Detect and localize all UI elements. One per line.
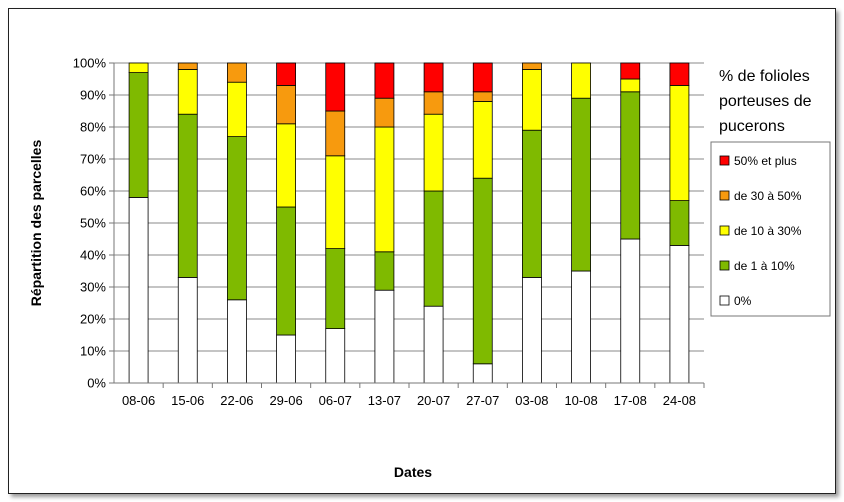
bar-segment-de-1-10 (571, 97, 591, 272)
bar-segment-de-10-30 (374, 126, 395, 253)
bar-segment-de-10-30 (472, 101, 493, 179)
bar-segment-50-et-plus (325, 62, 346, 112)
bar-segment-0 (669, 244, 690, 384)
bars (128, 62, 690, 384)
bar-segment-de-1-10 (423, 190, 444, 307)
bar-segment-0 (423, 305, 444, 384)
legend-label: 50% et plus (734, 154, 797, 168)
chart-frame: 0% 10% 20% 30% 40% 50% 60% 70% 80% 90% 100% 08-06 1… (8, 8, 836, 494)
x-tick-label: 13-07 (368, 393, 401, 408)
bar-segment-50-et-plus (423, 62, 444, 93)
y-tick-labels: 0% 10% 20% 30% 40% 50% 60% 70% 80% 90% 100% (73, 56, 107, 391)
bar-segment-0 (374, 289, 395, 384)
legend-swatch (719, 295, 730, 306)
x-tick-label: 06-07 (319, 393, 352, 408)
bar-segment-de-1-10 (128, 72, 149, 198)
bar-segment-50-et-plus (374, 62, 395, 99)
bar-segment-de-10-30 (276, 123, 296, 208)
bar-segment-50-et-plus (669, 62, 690, 86)
y-tick-label: 90% (80, 88, 106, 103)
bar-segment-de-30-50 (423, 91, 444, 115)
y-tick-label: 50% (80, 216, 106, 231)
y-tick-label: 20% (80, 312, 106, 327)
bar-segment-de-1-10 (177, 113, 198, 278)
y-tick-label: 60% (80, 184, 106, 199)
bar-segment-de-30-50 (374, 97, 395, 128)
legend-title: % de folioles porteuses de pucerons (719, 68, 812, 135)
bar-segment-0 (276, 334, 296, 384)
bar-segment-de-10-30 (227, 81, 247, 137)
legend: 50% et plus de 30 à 50% de 10 à 30% de 1 à … (710, 141, 831, 317)
bar-segment-de-10-30 (522, 69, 542, 131)
x-axis-title: Dates (394, 464, 432, 480)
legend-title-line-2: porteuses de (719, 93, 812, 110)
legend-label: de 30 à 50% (734, 189, 802, 203)
legend-swatch (719, 190, 730, 201)
bar-segment-de-1-10 (669, 200, 690, 246)
x-tick-label: 08-06 (122, 393, 155, 408)
y-tick-label: 100% (73, 56, 107, 71)
legend-label: 0% (734, 294, 752, 308)
bar-segment-50-et-plus (620, 62, 641, 80)
legend-swatch (719, 260, 730, 271)
bar-segment-0 (472, 363, 493, 384)
bar-segment-de-1-10 (522, 129, 542, 278)
bar-segment-de-1-10 (472, 177, 493, 365)
legend-swatch (719, 155, 730, 166)
x-tick-label: 17-08 (614, 393, 647, 408)
x-tick-label: 24-08 (663, 393, 696, 408)
x-tick-label: 03-08 (515, 393, 548, 408)
y-tick-label: 70% (80, 152, 106, 167)
x-tick-label: 29-06 (269, 393, 302, 408)
y-tick-label: 0% (87, 376, 106, 391)
bar-segment-de-30-50 (325, 110, 346, 157)
bar-segment-de-1-10 (620, 91, 641, 240)
bar-segment-de-30-50 (522, 62, 542, 70)
bar-segment-de-1-10 (374, 251, 395, 291)
bar-segment-de-1-10 (276, 206, 296, 336)
bar-segment-0 (325, 328, 346, 384)
bar-segment-de-10-30 (423, 113, 444, 192)
axes (113, 63, 704, 384)
bar-segment-0 (620, 238, 641, 384)
legend-swatch (719, 225, 730, 236)
y-tick-label: 30% (80, 280, 106, 295)
x-tick-label: 10-08 (564, 393, 597, 408)
x-tick-label: 20-07 (417, 393, 450, 408)
legend-title-line-1: % de folioles (719, 68, 810, 85)
x-tick-label: 27-07 (466, 393, 499, 408)
bar-segment-de-10-30 (128, 62, 149, 74)
x-tick-label: 22-06 (220, 393, 253, 408)
legend-title-line-3: pucerons (719, 118, 785, 135)
x-tick-labels: 08-06 15-06 22-06 29-06 06-07 13-07 20-07 27-07… (122, 393, 696, 408)
y-tick-label: 10% (80, 344, 106, 359)
bar-segment-de-10-30 (571, 62, 591, 99)
bar-segment-0 (177, 276, 198, 384)
bar-segment-de-30-50 (472, 91, 493, 102)
bar-segment-0 (227, 299, 247, 384)
y-tick-label: 40% (80, 248, 106, 263)
bar-segment-0 (571, 270, 591, 384)
bar-segment-de-1-10 (227, 136, 247, 301)
bar-segment-de-10-30 (620, 78, 641, 93)
bar-segment-de-10-30 (177, 69, 198, 115)
y-axis-title: Répartition des parcelles (28, 140, 44, 307)
bar-segment-de-10-30 (325, 155, 346, 250)
bar-segment-de-1-10 (325, 248, 346, 330)
bar-segment-50-et-plus (472, 62, 493, 93)
bar-segment-de-30-50 (227, 62, 247, 83)
stacked-bar-chart: 0% 10% 20% 30% 40% 50% 60% 70% 80% 90% 100% 08-06 1… (28, 56, 831, 480)
bar-segment-de-30-50 (177, 62, 198, 70)
x-tick-label: 15-06 (171, 393, 204, 408)
bar-segment-50-et-plus (276, 62, 296, 86)
y-tick-label: 80% (80, 120, 106, 135)
bar-segment-de-30-50 (276, 85, 296, 125)
legend-label: de 10 à 30% (734, 224, 802, 238)
legend-border (710, 141, 831, 317)
legend-label: de 1 à 10% (734, 259, 795, 273)
bar-segment-0 (522, 276, 542, 384)
bar-segment-de-10-30 (669, 85, 690, 201)
gridlines (109, 62, 705, 388)
bar-segment-0 (128, 196, 149, 384)
